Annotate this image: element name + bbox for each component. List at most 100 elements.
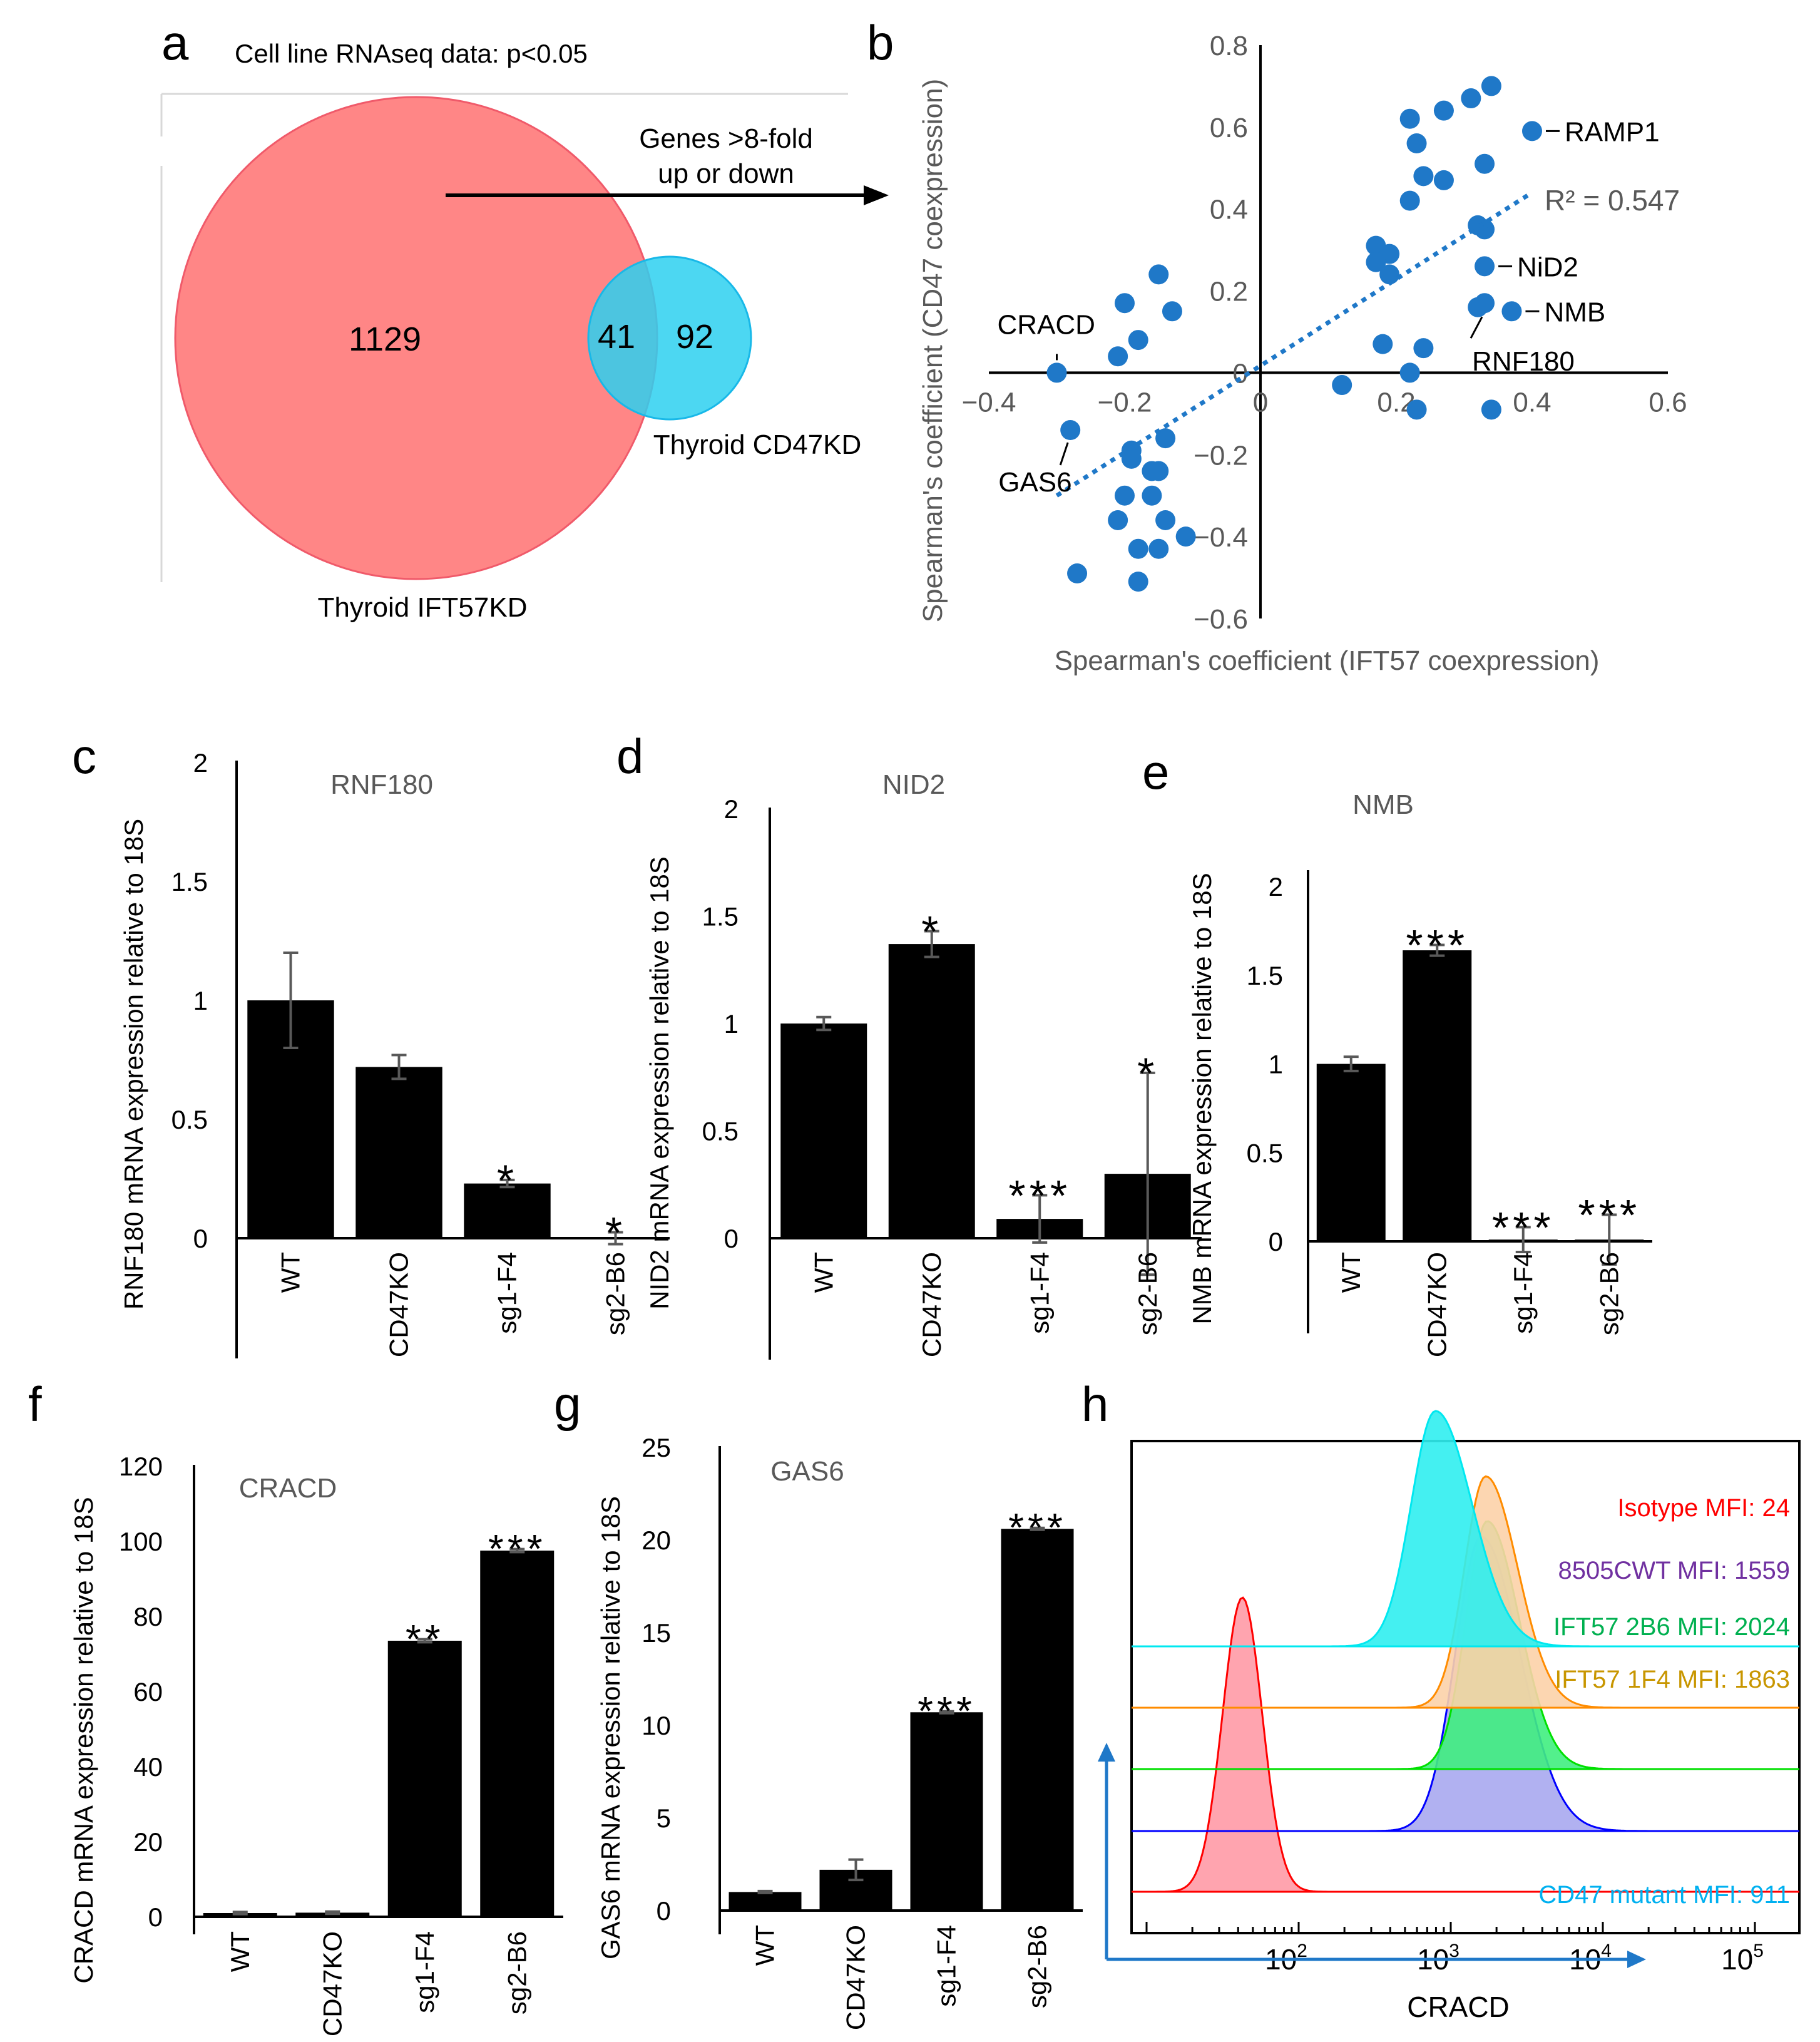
panel-letter-h: h [1081,1377,1108,1432]
histogram-legend-label: 8505CWT MFI: 1559 [1558,1557,1790,1584]
histogram-legend-label: IFT57 1F4 MFI: 1863 [1555,1666,1790,1693]
significance-label: *** [1492,1203,1555,1252]
panel-letter-f: f [28,1377,42,1432]
error-bar [509,1547,525,1554]
histogram-x-arrow-head [1627,1951,1646,1968]
bar-y-axis-title: NID2 mRNA expression relative to 18S [645,856,674,1310]
bar-category-label: sg2-B6 [502,1931,531,2014]
bar [1001,1529,1074,1911]
venn-title: Cell line RNAseq data: p<0.05 [235,39,588,68]
bar-y-tick-label: 0.5 [171,1105,208,1134]
scatter-point [1413,166,1434,187]
bar-category-label: WT [276,1252,305,1293]
bar-chart-nmb: 00.511.52WT***CD47KO***sg1-F4***sg2-B6NM… [1187,789,1652,1357]
error-bar [1602,1213,1617,1266]
bar [780,1024,867,1238]
scatter-point [1108,510,1128,530]
panel-letter-b: b [867,15,894,70]
bar [729,1892,802,1911]
bar-category-label: CD47KO [384,1252,414,1357]
tick-exponent: 2 [1297,1941,1307,1961]
histogram-trace [1132,1596,1799,1893]
bar-y-tick-label: 0 [148,1902,163,1932]
scatter-label-leader [1470,316,1483,339]
bar-y-tick-label: 5 [657,1803,671,1833]
bar [888,944,975,1238]
flow-histogram: Isotype MFI: 24 8505CWT MFI: 1559 IFT57 2B… [1098,1410,1801,2023]
error-bar [757,1889,773,1894]
bar-y-tick-label: 15 [642,1618,671,1648]
scatter-point [1162,301,1182,322]
bar-category-label: CD47KO [917,1252,946,1357]
bar-y-tick-label: 10 [642,1711,671,1740]
scatter-point [1522,121,1542,141]
scatter-x-tick-label: 0.4 [1513,387,1551,418]
scatter-point-label: GAS6 [998,467,1071,498]
bar-y-tick-label: 0 [724,1224,739,1253]
bar-chart-gas6: 0 5 10 15 20 25 WT CD47KO *** sg1-F4 *** sg2-B6 GAS6… [596,1433,1083,2030]
bar [387,1641,462,1917]
bar [480,1551,555,1917]
bar-y-tick-label: 20 [642,1526,671,1555]
bar-y-tick-label: 1.5 [1247,961,1283,990]
venn-label-cd47kd: Thyroid CD47KD [653,429,862,460]
scatter-point-label: NiD2 [1517,252,1578,282]
bar-y-tick-label: 1 [193,986,208,1015]
scatter-point [1366,252,1386,272]
panel-letter-c: c [72,729,96,784]
bar-category-label: sg1-F4 [1025,1252,1054,1334]
significance-label: *** [918,1688,976,1733]
bar-y-tick-label: 1.5 [702,902,739,931]
tick-exponent: 3 [1449,1941,1460,1961]
histogram-y-arrow-head [1098,1743,1115,1762]
bar-chart-title: GAS6 [770,1456,844,1487]
scatter-r2-label: R² = 0.547 [1545,184,1680,217]
bar-chart-cracd: 0 20 40 60 80 100 120 WT CD47KO ** sg1-F4 *** sg2-B6… [69,1452,563,2036]
scatter-y-tick-label: −0.6 [1194,604,1248,635]
scatter-point [1373,334,1393,354]
scatter-point [1406,399,1427,420]
bar [910,1712,983,1911]
histogram-legend-label: Isotype MFI: 24 [1617,1494,1790,1522]
scatter-x-tick-label: −0.2 [1098,387,1152,418]
bar-category-label: CD47KO [317,1931,347,2036]
error-bar [232,1911,248,1916]
scatter-point [1128,538,1148,559]
bar [464,1183,551,1238]
scatter-point [1067,563,1088,584]
scatter-label-leader [1059,442,1069,466]
scatter-x-tick-label: −0.4 [962,387,1016,418]
scatter-point-label: NMB [1544,297,1605,327]
significance-label: *** [1008,1171,1071,1220]
scatter-point [1475,153,1495,174]
scatter-point [1399,190,1420,211]
significance-label: ** [406,1616,444,1661]
scatter-point [1108,346,1128,367]
bar-y-tick-label: 0.5 [1247,1138,1283,1167]
bar-category-label: sg2-B6 [1594,1252,1623,1335]
bar-chart-title: CRACD [239,1473,337,1504]
error-bar [1429,943,1445,957]
venn-count-overlap: 41 [598,318,635,356]
scatter-point [1148,461,1169,481]
bar-y-axis-title: CRACD mRNA expression relative to 18S [69,1497,98,1983]
scatter-point [1155,510,1176,530]
scatter-point [1121,448,1142,469]
bar-y-tick-label: 2 [1269,872,1283,901]
scatter-point [1379,264,1400,285]
bar-y-tick-label: 1.5 [171,867,208,896]
scatter-point [1128,572,1148,592]
scatter-y-tick-label: 0.6 [1210,113,1248,143]
error-bar [1343,1055,1359,1072]
scatter-point [1060,420,1081,441]
error-bar [391,1054,407,1080]
bar-y-axis-title: GAS6 mRNA expression relative to 18S [596,1496,625,1959]
bar-category-label: sg2-B6 [1133,1252,1162,1335]
error-bar [939,1710,954,1715]
scatter-y-axis-title: Spearman's coefficient (CD47 coexpressio… [918,79,948,622]
scatter-point [1148,538,1169,559]
error-bar [499,1178,515,1189]
scatter-point [1501,301,1522,322]
scatter-point-label: CRACD [998,309,1095,340]
